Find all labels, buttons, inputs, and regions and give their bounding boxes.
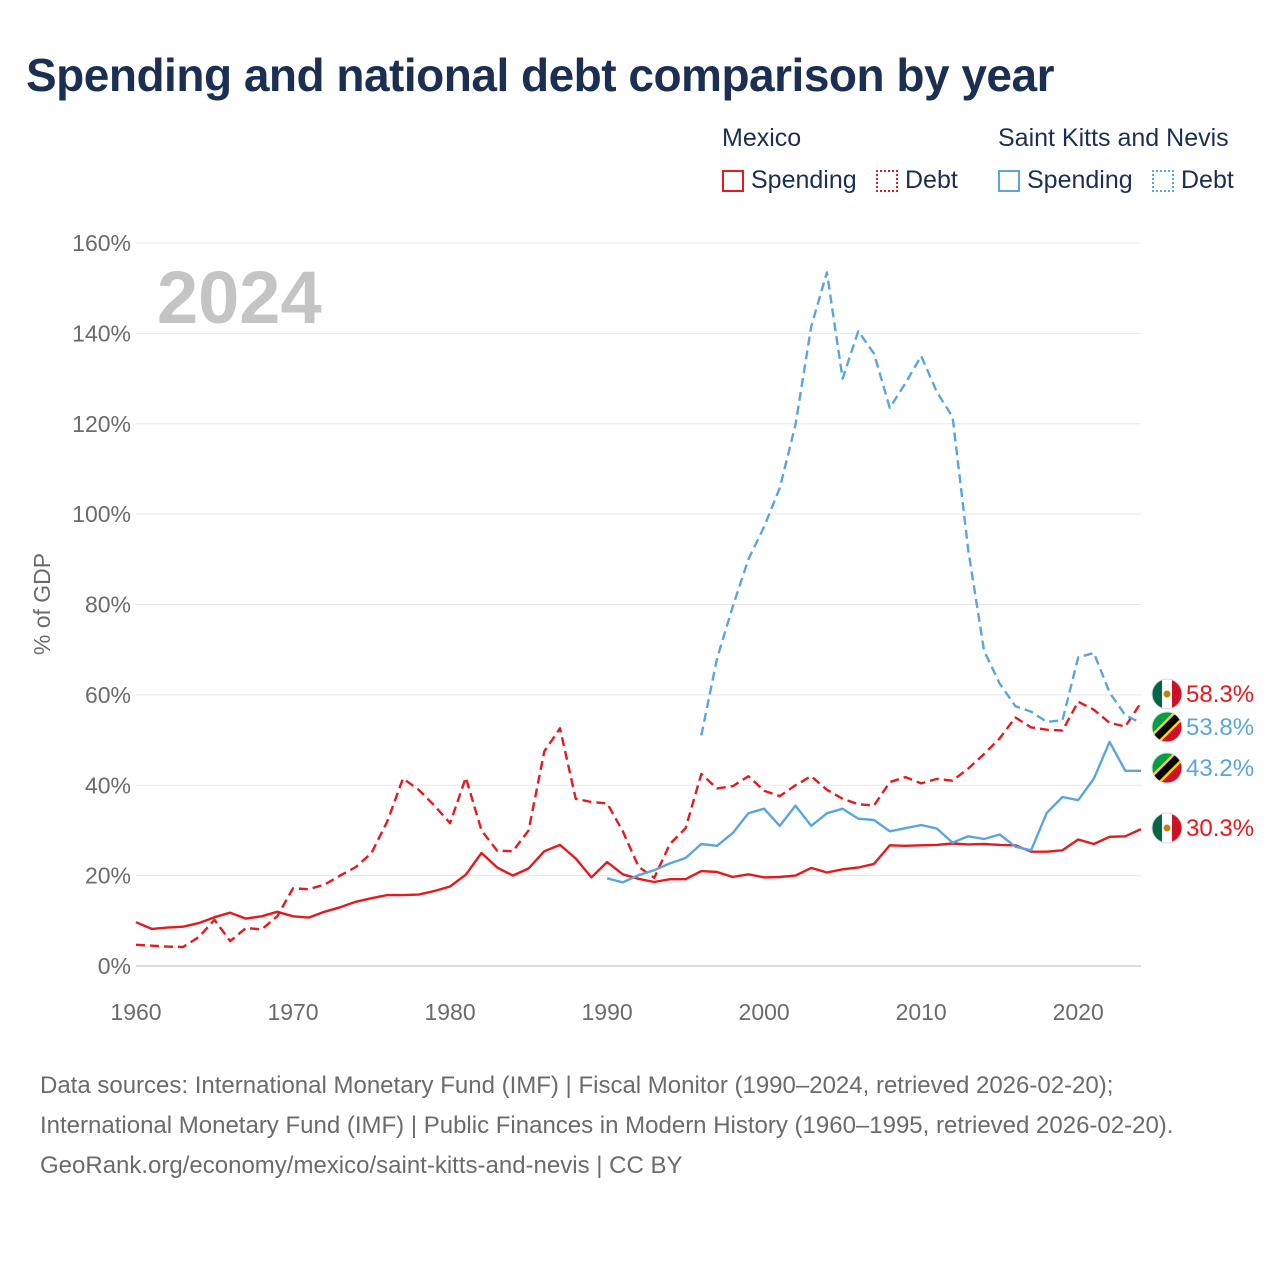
series-layer (135, 271, 1143, 949)
x-tick-label: 2020 (1053, 999, 1104, 1025)
legend-swatch-solid (998, 169, 1020, 192)
legend-swatch-dotted (1152, 169, 1174, 192)
flag-saint-kitts-icon (1152, 712, 1182, 742)
y-tick-label: 0% (98, 953, 131, 979)
legend-mexico-spending[interactable]: Spending (722, 166, 857, 195)
legend-group-mexico: Mexico (722, 124, 802, 152)
y-tick-label: 100% (72, 501, 131, 527)
year-watermark: 2024 (157, 256, 322, 339)
end-label-mexico-spending: 30.3% (1186, 815, 1254, 842)
chart-title: Spending and national debt comparison by… (26, 49, 1055, 101)
x-tick-label: 1960 (110, 999, 161, 1025)
series-line-saint-kitts-and-nevis-debt (700, 271, 1142, 736)
series-line-saint-kitts-and-nevis-spending (606, 740, 1141, 884)
y-tick-label: 160% (72, 230, 131, 256)
end-label-skn-debt: 53.8% (1186, 714, 1254, 741)
legend-mexico-debt[interactable]: Debt (876, 166, 958, 195)
y-tick-label: 60% (85, 682, 131, 708)
legend-label: Spending (1027, 166, 1133, 194)
legend-label: Spending (751, 166, 857, 194)
y-tick-label: 40% (85, 772, 131, 798)
flag-saint-kitts-icon (1152, 753, 1182, 783)
y-tick-label: 120% (72, 411, 131, 437)
footer: Data sources: International Monetary Fun… (40, 1066, 1240, 1186)
credit-link[interactable]: GeoRank.org/economy/mexico/saint-kitts-a… (40, 1152, 683, 1179)
legend-skn-spending[interactable]: Spending (998, 166, 1133, 195)
line-chart: 0%20%40%60%80%100%120%140%160% 1960 1970 1… (29, 230, 1254, 1025)
x-tick-label: 1990 (582, 999, 633, 1025)
legend-skn-debt[interactable]: Debt (1152, 166, 1234, 195)
end-label-mexico-debt: 58.3% (1186, 681, 1254, 708)
data-sources: Data sources: International Monetary Fun… (40, 1072, 1174, 1139)
end-label-skn-spending: 43.2% (1186, 755, 1254, 782)
x-tick-label: 2010 (896, 999, 947, 1025)
legend-label: Debt (905, 166, 958, 194)
legend-swatch-solid (722, 169, 744, 192)
legend-swatch-dotted (876, 169, 898, 192)
legend-label: Debt (1181, 166, 1234, 194)
series-line-mexico-spending (135, 828, 1142, 931)
x-tick-label: 1980 (424, 999, 475, 1025)
flag-mexico-icon (1152, 679, 1182, 709)
y-tick-label: 140% (72, 320, 131, 346)
flag-mexico-icon (1152, 813, 1182, 843)
y-axis-label: % of GDP (29, 553, 55, 655)
y-tick-label: 20% (85, 863, 131, 889)
x-tick-label: 2000 (739, 999, 790, 1025)
y-tick-label: 80% (85, 592, 131, 618)
x-axis-ticks: 1960 1970 1980 1990 2000 2010 2020 (110, 999, 1103, 1025)
y-axis-ticks: 0% 20% 40% 60% 80% 100% 120% 140% 160% (72, 230, 131, 979)
x-tick-label: 1970 (267, 999, 318, 1025)
legend-group-saint-kitts: Saint Kitts and Nevis (998, 124, 1229, 152)
series-line-mexico-debt (135, 700, 1143, 949)
